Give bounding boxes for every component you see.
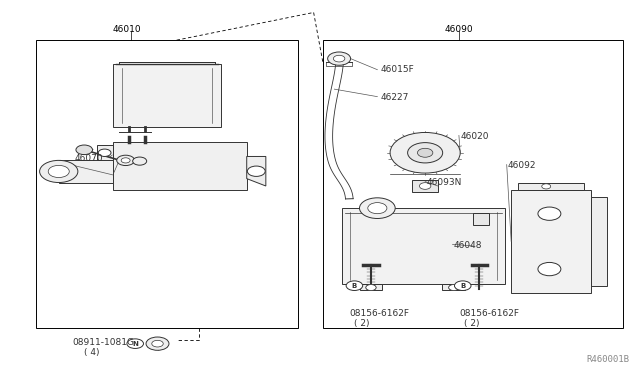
Text: 08156-6162F: 08156-6162F xyxy=(349,308,410,318)
Text: 46048: 46048 xyxy=(454,241,483,250)
Polygon shape xyxy=(113,64,221,127)
Circle shape xyxy=(132,157,147,165)
Text: 08156-6162F: 08156-6162F xyxy=(459,308,519,318)
Polygon shape xyxy=(518,183,584,190)
Polygon shape xyxy=(362,205,394,210)
Bar xyxy=(36,40,298,328)
Circle shape xyxy=(541,184,550,189)
Circle shape xyxy=(346,281,363,291)
Circle shape xyxy=(368,203,387,214)
Text: 46020: 46020 xyxy=(460,132,489,141)
Circle shape xyxy=(116,155,134,166)
Circle shape xyxy=(390,132,460,173)
Circle shape xyxy=(408,142,443,163)
Polygon shape xyxy=(473,213,489,225)
Circle shape xyxy=(449,285,459,291)
Polygon shape xyxy=(511,190,591,293)
Text: ( 2): ( 2) xyxy=(355,319,370,328)
Circle shape xyxy=(328,52,351,65)
Circle shape xyxy=(454,281,471,291)
Polygon shape xyxy=(59,160,113,183)
Text: B: B xyxy=(460,283,465,289)
Circle shape xyxy=(152,340,163,347)
Text: 46093N: 46093N xyxy=(427,178,463,187)
Polygon shape xyxy=(97,145,113,160)
Polygon shape xyxy=(442,284,465,291)
Text: 46227: 46227 xyxy=(381,93,409,102)
Text: N: N xyxy=(132,341,138,347)
Circle shape xyxy=(419,183,431,189)
Text: ( 2): ( 2) xyxy=(464,319,479,328)
Polygon shape xyxy=(360,284,383,291)
Text: 46010: 46010 xyxy=(113,25,141,33)
Circle shape xyxy=(40,160,78,183)
Circle shape xyxy=(538,207,561,220)
Text: 46070: 46070 xyxy=(75,154,103,163)
Text: 08911-1081G: 08911-1081G xyxy=(73,339,135,347)
Polygon shape xyxy=(113,142,246,190)
Circle shape xyxy=(146,337,169,350)
Circle shape xyxy=(48,166,69,177)
Circle shape xyxy=(121,158,130,163)
Circle shape xyxy=(366,285,376,291)
Text: R460001B: R460001B xyxy=(586,355,629,364)
Text: 46015F: 46015F xyxy=(381,65,414,74)
Bar xyxy=(323,40,623,328)
Circle shape xyxy=(449,285,459,291)
Text: B: B xyxy=(352,283,357,289)
Text: ( 4): ( 4) xyxy=(84,349,100,357)
Circle shape xyxy=(538,262,561,276)
Circle shape xyxy=(417,148,433,157)
Polygon shape xyxy=(342,208,505,284)
Polygon shape xyxy=(591,197,607,286)
Circle shape xyxy=(127,339,143,349)
Circle shape xyxy=(360,198,395,218)
Polygon shape xyxy=(412,180,438,192)
Circle shape xyxy=(247,166,265,176)
Circle shape xyxy=(366,285,376,291)
Text: 46090: 46090 xyxy=(444,25,473,33)
Polygon shape xyxy=(246,157,266,186)
Circle shape xyxy=(333,55,345,62)
Text: 46092: 46092 xyxy=(508,161,536,170)
Circle shape xyxy=(99,149,111,157)
Circle shape xyxy=(76,145,93,155)
